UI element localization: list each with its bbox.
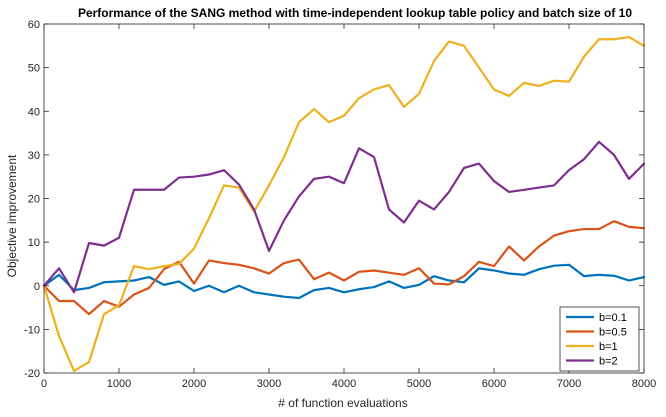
y-axis-label: Objective improvement	[5, 154, 19, 277]
x-tick-label: 4000	[332, 378, 356, 390]
y-tick-label: -10	[24, 324, 40, 336]
series-line-1	[42, 263, 646, 300]
series-line-2	[42, 220, 646, 316]
x-tick-label: 3000	[257, 378, 281, 390]
y-tick-label: 10	[28, 237, 40, 249]
y-tick-label: -20	[24, 368, 40, 380]
y-tick-label: 30	[28, 150, 40, 162]
plot-area	[42, 24, 646, 373]
x-tick-label: 6000	[482, 378, 506, 390]
y-tick-label: 40	[28, 106, 40, 118]
legend-label-4: b=2	[599, 356, 618, 368]
axes: 0 1000 2000 3000 4000 5000 6000 7000 8000 -20 -10 0…	[24, 19, 656, 390]
chart-title: Performance of the SANG method with time…	[78, 6, 632, 20]
x-tick-label: 0	[41, 378, 47, 390]
legend-label-3: b=1	[599, 341, 618, 353]
x-tick-label: 1000	[107, 378, 131, 390]
legend-label-1: b=0.1	[599, 312, 627, 324]
x-tick-label: 8000	[632, 378, 656, 390]
x-tick-label: 5000	[407, 378, 431, 390]
x-axis-label: # of function evaluations	[278, 396, 407, 410]
plot-background	[44, 24, 644, 373]
y-tick-label: 50	[28, 63, 40, 75]
series-line-3	[42, 35, 646, 372]
legend: b=0.1 b=0.5 b=1 b=2	[559, 306, 640, 372]
x-tick-label: 2000	[182, 378, 206, 390]
y-tick-label: 20	[28, 194, 40, 206]
series-line-4	[42, 140, 646, 294]
y-tick-label: 60	[28, 19, 40, 31]
x-tick-label: 7000	[557, 378, 581, 390]
y-tick-label: 0	[34, 281, 40, 293]
legend-label-2: b=0.5	[599, 327, 627, 339]
